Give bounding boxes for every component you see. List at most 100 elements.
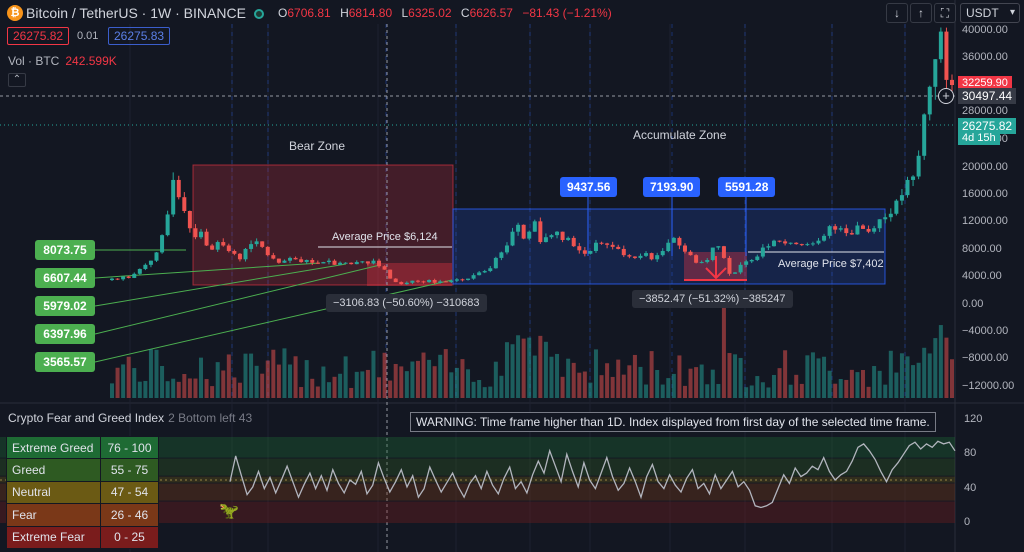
- price-tag[interactable]: 5979.02: [35, 296, 95, 316]
- fullscreen-icon[interactable]: ⛶: [934, 3, 956, 23]
- candle: [299, 259, 304, 263]
- volume-bar: [560, 376, 565, 398]
- volume-bar: [354, 371, 359, 398]
- volume-bar: [911, 365, 916, 398]
- price-tag[interactable]: 3565.57: [35, 352, 95, 372]
- price-tag[interactable]: 7193.90: [643, 177, 701, 197]
- candle: [838, 228, 843, 230]
- bear-average-price: Average Price $6,124: [332, 231, 438, 243]
- candle: [282, 260, 287, 263]
- sentiment-band: [0, 437, 955, 458]
- volume-bar: [877, 370, 882, 398]
- volume-bar: [338, 373, 343, 398]
- indicator-title[interactable]: Crypto Fear and Greed Index 2 Bottom left…: [8, 411, 253, 425]
- candle: [232, 251, 237, 254]
- volume-bar: [810, 352, 815, 398]
- market-status-icon[interactable]: [254, 9, 264, 19]
- candle: [933, 59, 938, 87]
- candle: [182, 197, 187, 211]
- buy-button[interactable]: 26275.83: [108, 27, 171, 45]
- candle: [783, 241, 788, 244]
- price-tag[interactable]: 6607.44: [35, 268, 95, 288]
- candle: [721, 246, 726, 258]
- volume-bar: [766, 387, 771, 398]
- candle: [215, 242, 220, 250]
- volume-bar: [927, 353, 932, 398]
- volume-bar: [527, 337, 532, 398]
- candle: [315, 262, 320, 264]
- axis-tick-label: 20000.00: [962, 161, 1008, 173]
- candle: [471, 275, 476, 279]
- candle: [566, 237, 571, 240]
- candle: [855, 225, 860, 235]
- crosshair-price-badge: 30497.44: [958, 88, 1017, 104]
- candle: [237, 253, 242, 260]
- dinosaur-icon: 🦖: [219, 503, 239, 520]
- volume-bar: [154, 349, 159, 398]
- candle: [833, 226, 838, 230]
- candle: [749, 259, 754, 262]
- legend-row: Extreme Greed 76 - 100: [6, 435, 159, 460]
- candle: [582, 250, 587, 254]
- arrow-up-icon[interactable]: ↑: [910, 3, 932, 23]
- volume-bar: [237, 382, 242, 398]
- add-plus-icon[interactable]: +: [938, 88, 954, 104]
- volume-bar: [616, 359, 621, 398]
- candle: [110, 278, 114, 281]
- volume-bar: [260, 373, 265, 398]
- volume-bar: [783, 350, 788, 398]
- candle: [666, 242, 671, 252]
- candle: [249, 244, 254, 249]
- candle: [404, 282, 409, 285]
- volume-bar: [627, 365, 632, 398]
- currency-select[interactable]: USDT ▾: [960, 3, 1020, 23]
- legend-row: Neutral 47 - 54: [6, 480, 159, 505]
- volume-bar: [477, 379, 482, 398]
- volume-bar: [243, 353, 248, 398]
- axis-tick-label: 4000.00: [962, 270, 1002, 282]
- volume-bar: [610, 376, 615, 398]
- volume-legend[interactable]: Vol · BTC 242.599K: [8, 54, 117, 68]
- candle: [733, 272, 738, 274]
- candle: [660, 251, 665, 256]
- candle: [443, 281, 448, 283]
- candle: [571, 237, 576, 247]
- symbol-title[interactable]: Bitcoin / TetherUS · 1W · BINANCE: [26, 5, 246, 21]
- current-price-badge: 26275.82: [958, 118, 1017, 134]
- price-tag[interactable]: 5591.28: [718, 177, 776, 197]
- candle: [827, 226, 832, 236]
- candle: [694, 255, 699, 263]
- arrow-down-icon[interactable]: ↓: [886, 3, 908, 23]
- candle: [354, 262, 359, 265]
- volume-bar: [805, 355, 810, 398]
- volume-bar: [872, 366, 877, 398]
- price-tag[interactable]: 8073.75: [35, 240, 95, 260]
- volume-bar: [404, 371, 409, 398]
- volume-bar: [638, 366, 643, 398]
- accumulate-measure-label: −3852.47 (−51.32%) −385247: [632, 290, 793, 308]
- price-tag[interactable]: 9437.56: [560, 177, 618, 197]
- axis-tick-label: −4000.00: [962, 325, 1009, 337]
- candle: [454, 279, 459, 281]
- candle: [610, 244, 615, 247]
- candle: [671, 237, 676, 243]
- candle: [810, 243, 815, 245]
- axis-tick-label: 120: [964, 413, 983, 425]
- candle: [293, 257, 298, 260]
- volume-bar: [699, 364, 704, 398]
- volume-bar: [187, 378, 192, 398]
- volume-bar: [950, 359, 954, 398]
- volume-bar: [482, 387, 487, 398]
- candle: [822, 235, 827, 241]
- collapse-legend-button[interactable]: ⌃: [8, 73, 26, 87]
- volume-bar: [493, 361, 498, 398]
- sell-button[interactable]: 26275.82: [7, 27, 70, 45]
- legend-row: Fear 26 - 46: [6, 503, 159, 527]
- price-tag[interactable]: 6397.96: [35, 324, 95, 344]
- candle: [371, 260, 376, 264]
- volume-bar: [916, 362, 921, 398]
- volume-bar: [543, 341, 548, 398]
- volume-bar: [115, 367, 120, 398]
- candle: [905, 179, 910, 196]
